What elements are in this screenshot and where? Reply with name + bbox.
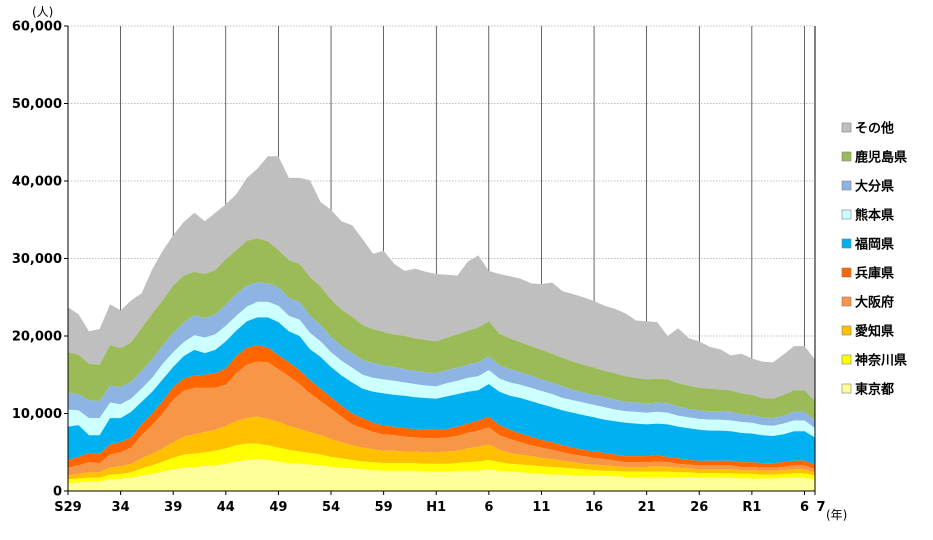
x-tick-label: R1	[742, 500, 761, 515]
legend-label: 大阪府	[855, 295, 894, 311]
x-tick-label: 26	[690, 500, 708, 515]
x-tick-label: 6	[484, 500, 493, 515]
x-tick-label: 16	[585, 500, 603, 515]
area-鹿児島県	[68, 238, 815, 421]
x-tick-label: 34	[112, 500, 130, 515]
legend-swatch	[841, 354, 852, 365]
area-大阪府	[68, 361, 815, 476]
y-tick-label: 0	[53, 485, 62, 500]
legend-swatch	[841, 383, 852, 394]
area-愛知県	[68, 416, 815, 480]
x-tick-label: 7	[816, 500, 825, 515]
legend-label: その他	[855, 121, 894, 137]
x-tick-label: S29	[54, 500, 81, 515]
x-tick-label: 21	[638, 500, 656, 515]
legend-label: 福岡県	[854, 237, 894, 253]
legend-swatch	[841, 209, 852, 220]
x-tick-label: 49	[269, 500, 287, 515]
area-熊本県	[68, 301, 815, 438]
legend-label: 愛知県	[855, 324, 894, 340]
legend-swatch	[841, 325, 852, 336]
x-tick-label: 59	[375, 500, 393, 515]
y-tick-label: 30,000	[12, 252, 62, 267]
x-tick-label: 11	[532, 500, 550, 515]
legend-swatch	[841, 151, 852, 162]
x-tick-label: 44	[217, 500, 235, 515]
area-神奈川県	[68, 443, 815, 484]
y-tick-label: 40,000	[12, 175, 62, 190]
legend-swatch	[841, 122, 852, 133]
area-その他	[68, 156, 815, 402]
legend-label: 大分県	[855, 179, 894, 195]
area-layer	[68, 156, 815, 491]
legend-label: 兵庫県	[855, 266, 894, 282]
legend-swatch	[841, 238, 852, 249]
axis-layer: 0 10,000 20,000 30,000 40,000 50,000 60,000 S29…	[12, 5, 848, 522]
x-axis-unit-label: (年)	[826, 508, 847, 522]
legend-label: 神奈川県	[855, 353, 907, 369]
y-tick-label: 20,000	[12, 330, 62, 345]
legend-swatch	[841, 296, 852, 307]
x-tick-label: H1	[426, 500, 446, 515]
y-tick-label: 10,000	[12, 407, 62, 422]
legend-label: 熊本県	[855, 208, 894, 224]
x-tick-label: 39	[164, 500, 182, 515]
legend-label: 東京都	[855, 382, 894, 398]
legend-swatch	[841, 180, 852, 191]
y-axis-unit-label: (人)	[32, 5, 53, 19]
area-東京都	[68, 459, 815, 491]
legend-swatch	[841, 267, 852, 278]
legend-label: 鹿児島県	[855, 150, 907, 166]
y-tick-label: 50,000	[12, 97, 62, 112]
x-tick-label: 6	[800, 500, 809, 515]
x-tick-label: 54	[322, 500, 340, 515]
area-福岡県	[68, 317, 815, 465]
y-tick-label: 60,000	[12, 20, 62, 35]
